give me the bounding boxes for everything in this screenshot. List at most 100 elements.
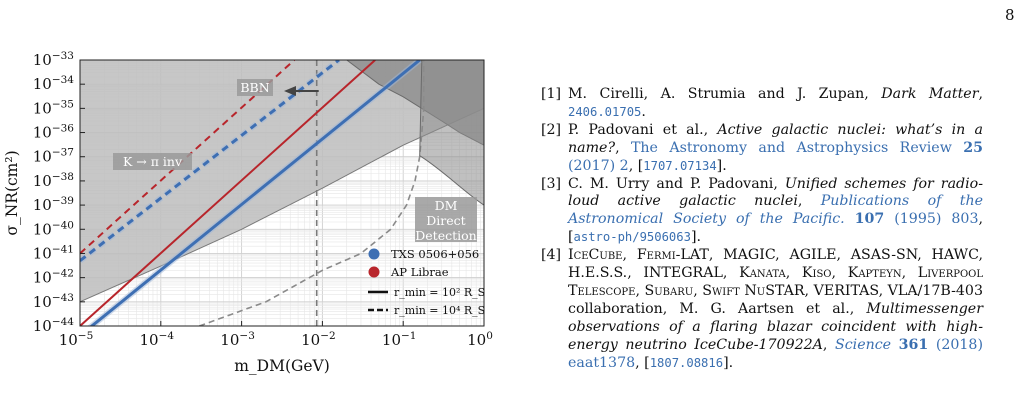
y-tick-label: 10−35 — [33, 98, 74, 117]
reference-text: ]. — [690, 229, 701, 246]
reference-text: , — [785, 265, 802, 282]
y-tick-label: 10−33 — [33, 50, 74, 69]
reference-text: ]. — [716, 157, 727, 174]
reference-text: , — [615, 139, 631, 156]
reference-text: ]. — [723, 354, 734, 371]
reference-text: , — [797, 193, 821, 210]
reference-4: [4] IceCube, Fermi-LAT, MAGIC, AGILE, ASA… — [541, 247, 983, 372]
reference-text: , [ — [568, 211, 983, 246]
legend-dashed-label: r_min = 10⁴ R_S — [394, 304, 485, 317]
y-tick-label: 10−39 — [33, 195, 74, 214]
reference-text: , — [693, 282, 703, 299]
references-list: [1] M. Cirelli, A. Strumia and J. Zupan, … — [541, 86, 983, 373]
reference-text: IceCube — [568, 247, 623, 264]
dm-direct-detection-label-box — [415, 197, 477, 242]
reference-text: , — [978, 86, 983, 102]
reference-text: Kiso — [801, 265, 832, 282]
direct-detection-region — [419, 60, 484, 206]
reference-number: [3] — [541, 175, 562, 192]
reference-text: Unified schemes for radio-loud active ga… — [568, 175, 984, 210]
y-tick-label: 10−37 — [33, 147, 74, 166]
reference-text: Kanata — [739, 265, 786, 282]
reference-body: IceCube, Fermi-LAT, MAGIC, AGILE, ASAS-S… — [568, 247, 983, 370]
reference-text: Active galactic nuclei: what’s in a name… — [568, 121, 983, 156]
arxiv-link[interactable]: astro-ph/9506063 — [573, 230, 691, 245]
kaon-label-text: K → π inv — [123, 154, 183, 169]
legend-solid-label: r_min = 10² R_S — [394, 286, 485, 299]
direct-detection-curve — [199, 60, 425, 326]
legend-txs-marker — [368, 248, 380, 260]
reference-text: . — [641, 103, 646, 120]
journal-link[interactable]: (1995) 803 — [884, 211, 979, 228]
kaon-label: K → π inv — [113, 153, 192, 170]
reference-2: [2] P. Padovani et al., Active galactic n… — [541, 122, 983, 176]
reference-text: Liverpool Telescope — [568, 265, 983, 299]
kaon-excluded-region — [80, 60, 484, 303]
x-tick-label: 10−4 — [140, 330, 175, 349]
legend-ap-label: AP Librae — [390, 265, 449, 279]
reference-text: Dark Matter — [881, 86, 979, 102]
reference-body: M. Cirelli, A. Strumia and J. Zupan, Dar… — [568, 86, 983, 120]
y-tick-label: 10−42 — [33, 268, 74, 287]
arxiv-link[interactable]: 1707.07134 — [643, 158, 717, 173]
journal-link[interactable]: Publications of the Astronomical Society… — [568, 193, 983, 228]
journal-link[interactable]: 25 — [963, 139, 983, 156]
reference-body: C. M. Urry and P. Padovani, Unified sche… — [568, 176, 983, 246]
txs-dashed-line — [80, 60, 340, 262]
reference-text: , — [901, 265, 918, 282]
reference-text: M. Cirelli, A. Strumia and J. Zupan, — [568, 86, 882, 102]
ap-librae-solid-line — [80, 60, 376, 326]
reference-text: , — [622, 247, 637, 264]
journal-link[interactable]: (2017) 2 — [568, 157, 629, 174]
legend-txs-label: TXS 0506+056 — [391, 247, 479, 261]
reference-text: , [ — [628, 157, 644, 174]
kaon-label-box — [113, 153, 192, 170]
reference-1: [1] M. Cirelli, A. Strumia and J. Zupan, … — [541, 86, 983, 122]
journal-link[interactable]: 361 — [898, 336, 929, 353]
journal-link[interactable]: Science — [835, 336, 892, 353]
x-axis-label: m_DM(GeV) — [234, 357, 330, 375]
y-tick-label: 10−44 — [33, 316, 75, 335]
reference-text: Kapteyn — [847, 265, 902, 282]
x-tick-label: 100 — [467, 330, 493, 349]
y-tick-label: 10−34 — [33, 74, 75, 93]
x-tick-label: 10−5 — [59, 330, 94, 349]
y-axis-label: σ_NR(cm²) — [3, 150, 21, 235]
reference-text — [952, 140, 963, 156]
bbn-label-box — [237, 79, 273, 96]
reference-number: [2] — [541, 121, 562, 138]
plot-frame — [79, 59, 485, 327]
x-tick-label: 10−3 — [220, 330, 255, 349]
y-tick-label: 10−38 — [33, 171, 74, 190]
reference-text: C. M. Urry and P. Padovani, — [568, 175, 785, 192]
journal-link[interactable]: (2018) eaat1378 — [568, 336, 983, 371]
y-tick-label: 10−43 — [33, 292, 74, 311]
reference-text: , [ — [635, 354, 650, 371]
page-number: 8 — [1005, 6, 1015, 24]
journal-link[interactable]: The Astronomy and Astrophysics Review — [630, 139, 952, 156]
arxiv-link[interactable]: 2406.01705 — [568, 104, 642, 119]
reference-text: Fermi-LAT — [636, 247, 709, 264]
y-tick-label: 10−41 — [33, 243, 74, 262]
reference-3: [3] C. M. Urry and P. Padovani, Unified s… — [541, 176, 983, 248]
reference-text: , — [831, 265, 848, 282]
reference-text — [891, 337, 899, 353]
reference-text — [845, 211, 855, 227]
bbn-label: BBN — [237, 79, 273, 96]
reference-text: Subaru — [644, 282, 694, 299]
reference-text: , VERITAS, VLA/17B-403 collaboration, M.… — [568, 282, 983, 317]
reference-body: P. Padovani et al., Active galactic nucl… — [568, 122, 983, 174]
bbn-label-text: BBN — [240, 80, 269, 95]
legend-ap-marker — [368, 266, 380, 278]
reference-text: , MAGIC, AGILE, ASAS-SN, HAWC, H.E.S.S.,… — [568, 247, 983, 282]
txs-solid-line — [89, 60, 421, 326]
reference-text: , — [822, 336, 835, 353]
journal-link[interactable]: 107 — [854, 211, 885, 228]
reference-text: Multimessenger observations of a flaring… — [568, 300, 983, 353]
reference-text: , — [635, 282, 645, 299]
reference-text: Swift NuSTAR — [702, 282, 805, 299]
y-tick-label: 10−36 — [33, 123, 75, 142]
arxiv-link[interactable]: 1807.08816 — [649, 355, 724, 370]
